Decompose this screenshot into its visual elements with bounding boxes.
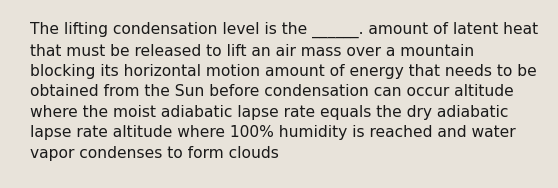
- Text: The lifting condensation level is the ______. amount of latent heat
that must be: The lifting condensation level is the __…: [30, 22, 538, 161]
